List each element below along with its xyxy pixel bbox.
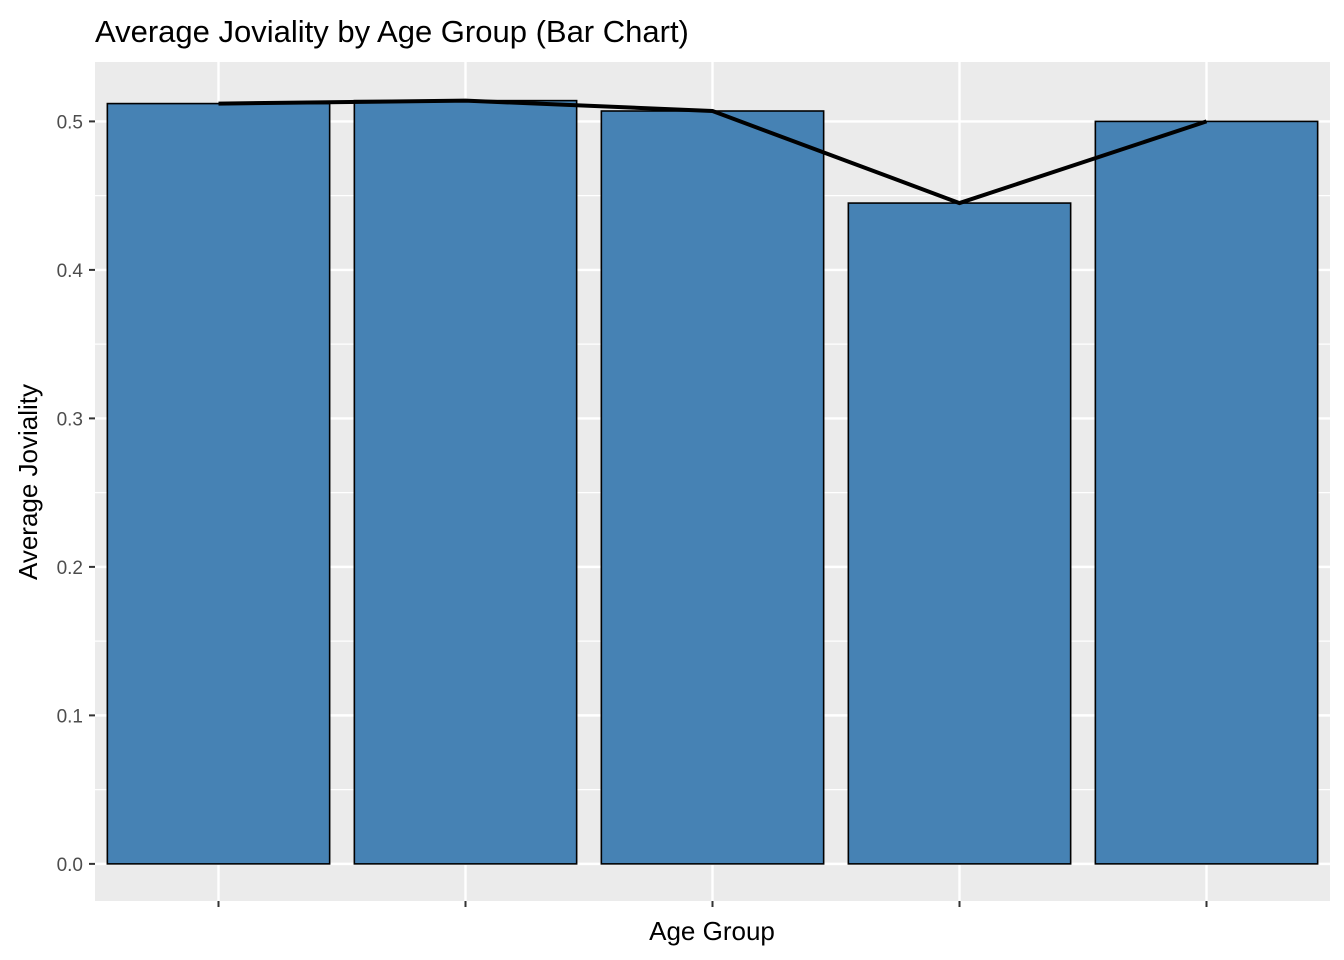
y-tick-label: 0.0 [57,855,83,876]
chart-title: Average Joviality by Age Group (Bar Char… [95,14,689,49]
y-tick-label: 0.4 [57,261,84,282]
bar [600,110,825,865]
trend-line [218,98,1208,206]
y-tick-label: 0.5 [57,112,83,133]
bar [106,102,331,865]
y-axis: 0.0 0.1 0.2 0.3 0.4 0.5 [57,112,95,876]
bar [353,99,578,865]
y-tick-label: 0.2 [57,558,83,579]
y-tick-label: 0.3 [57,409,83,430]
x-axis [217,901,1208,907]
y-tick-label: 0.1 [57,706,83,727]
bar [1094,120,1319,865]
y-axis-title: Average Joviality [13,384,43,580]
trend-line-group [218,98,1208,206]
bars [106,99,1319,865]
bar [847,202,1072,865]
x-axis-title: Age Group [649,916,775,946]
